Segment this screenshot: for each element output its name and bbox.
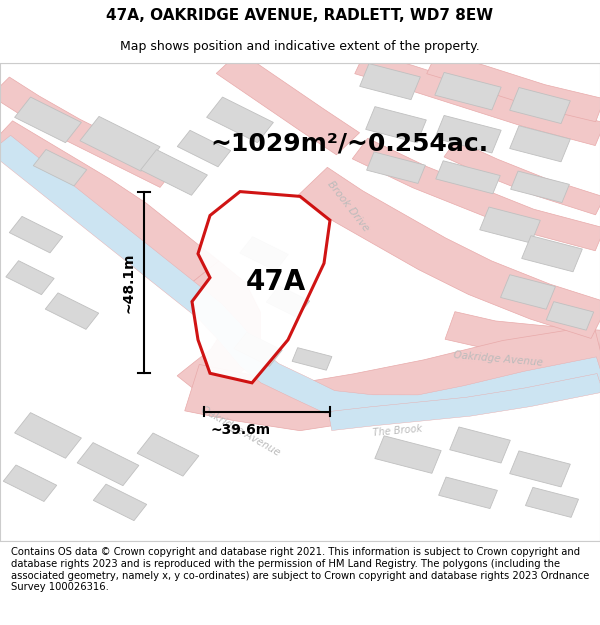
- Polygon shape: [500, 275, 556, 309]
- Polygon shape: [266, 286, 310, 318]
- Text: 47A, OAKRIDGE AVENUE, RADLETT, WD7 8EW: 47A, OAKRIDGE AVENUE, RADLETT, WD7 8EW: [106, 8, 494, 23]
- Text: Map shows position and indicative extent of the property.: Map shows position and indicative extent…: [120, 41, 480, 53]
- Polygon shape: [234, 332, 282, 366]
- Text: The Brook: The Brook: [372, 424, 422, 438]
- Polygon shape: [435, 72, 501, 110]
- Polygon shape: [479, 207, 541, 243]
- Polygon shape: [14, 412, 82, 458]
- Polygon shape: [45, 293, 99, 329]
- Text: Oakridge Avenue: Oakridge Avenue: [453, 350, 543, 368]
- Polygon shape: [0, 121, 219, 285]
- Polygon shape: [355, 51, 600, 146]
- Polygon shape: [296, 168, 600, 339]
- Polygon shape: [367, 152, 425, 183]
- Polygon shape: [445, 312, 600, 359]
- Polygon shape: [547, 302, 593, 330]
- Polygon shape: [375, 436, 441, 473]
- Polygon shape: [177, 131, 231, 167]
- Polygon shape: [137, 433, 199, 476]
- Polygon shape: [526, 488, 578, 518]
- Text: Brook Drive: Brook Drive: [325, 179, 371, 233]
- Polygon shape: [93, 484, 147, 521]
- Polygon shape: [0, 136, 600, 419]
- Polygon shape: [435, 116, 501, 153]
- Polygon shape: [216, 52, 359, 155]
- Polygon shape: [0, 77, 176, 188]
- Text: 47A: 47A: [246, 269, 306, 296]
- Polygon shape: [6, 261, 54, 294]
- Polygon shape: [509, 88, 571, 124]
- Polygon shape: [14, 97, 82, 142]
- Polygon shape: [352, 138, 600, 251]
- Polygon shape: [449, 427, 511, 463]
- Polygon shape: [80, 116, 160, 171]
- Polygon shape: [33, 149, 87, 186]
- Polygon shape: [292, 348, 332, 370]
- Polygon shape: [427, 51, 600, 122]
- Polygon shape: [439, 477, 497, 509]
- Polygon shape: [436, 161, 500, 194]
- Text: ~39.6m: ~39.6m: [210, 424, 270, 438]
- Polygon shape: [3, 465, 57, 501]
- Polygon shape: [77, 442, 139, 486]
- Text: ~48.1m: ~48.1m: [121, 252, 135, 312]
- Polygon shape: [9, 216, 63, 253]
- Polygon shape: [359, 64, 421, 99]
- Polygon shape: [509, 451, 571, 487]
- Polygon shape: [185, 326, 600, 431]
- Polygon shape: [509, 126, 571, 162]
- Polygon shape: [140, 149, 208, 195]
- Polygon shape: [444, 140, 600, 215]
- Polygon shape: [177, 261, 260, 399]
- Polygon shape: [511, 171, 569, 202]
- Polygon shape: [240, 237, 288, 271]
- Polygon shape: [328, 374, 600, 431]
- Polygon shape: [206, 97, 274, 142]
- Polygon shape: [365, 107, 427, 142]
- Text: Oakridge Avenue: Oakridge Avenue: [199, 404, 281, 458]
- Polygon shape: [521, 236, 583, 272]
- Text: Contains OS data © Crown copyright and database right 2021. This information is : Contains OS data © Crown copyright and d…: [11, 548, 589, 592]
- Text: ~1029m²/~0.254ac.: ~1029m²/~0.254ac.: [210, 132, 488, 156]
- Polygon shape: [192, 192, 330, 383]
